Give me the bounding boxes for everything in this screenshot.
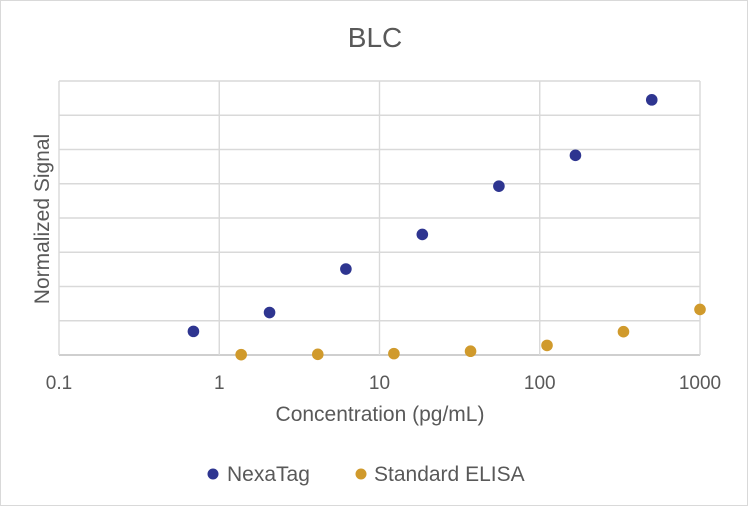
standard-elisa-point	[235, 348, 247, 361]
legend-marker-nexatag	[207, 468, 219, 480]
x-axis-label: Concentration (pg/mL)	[276, 403, 485, 426]
nexatag-point	[340, 263, 352, 275]
legend-marker-standard-elisa	[355, 468, 367, 480]
x-tick-label: 100	[524, 373, 556, 394]
x-tick-label: 10	[369, 373, 390, 394]
nexatag-point	[569, 149, 582, 162]
x-tick-label: 1000	[679, 373, 721, 394]
nexatag-point	[493, 180, 505, 192]
standard-elisa-point	[311, 348, 324, 361]
x-tick-label: 1	[214, 373, 225, 394]
standard-elisa-point	[617, 325, 630, 338]
nexatag-point	[645, 94, 658, 106]
x-axis-ticks: 0.1 1 10 100 1000	[46, 373, 721, 394]
gridlines	[58, 80, 701, 356]
legend-label-nexatag: NexaTag	[227, 463, 310, 486]
nexatag-point	[416, 228, 429, 241]
chart-title: BLC	[348, 22, 402, 53]
nexatag-point	[263, 306, 276, 319]
legend: NexaTag Standard ELISA	[207, 463, 525, 486]
legend-label-standard-elisa: Standard ELISA	[374, 463, 525, 486]
data-points	[187, 94, 706, 361]
x-tick-label: 0.1	[46, 373, 72, 394]
standard-elisa-point	[388, 347, 400, 360]
standard-elisa-point	[464, 345, 477, 358]
y-axis-label: Normalized Signal	[31, 134, 54, 304]
standard-elisa-point	[694, 303, 706, 316]
nexatag-point	[187, 325, 200, 338]
standard-elisa-point	[541, 339, 553, 352]
